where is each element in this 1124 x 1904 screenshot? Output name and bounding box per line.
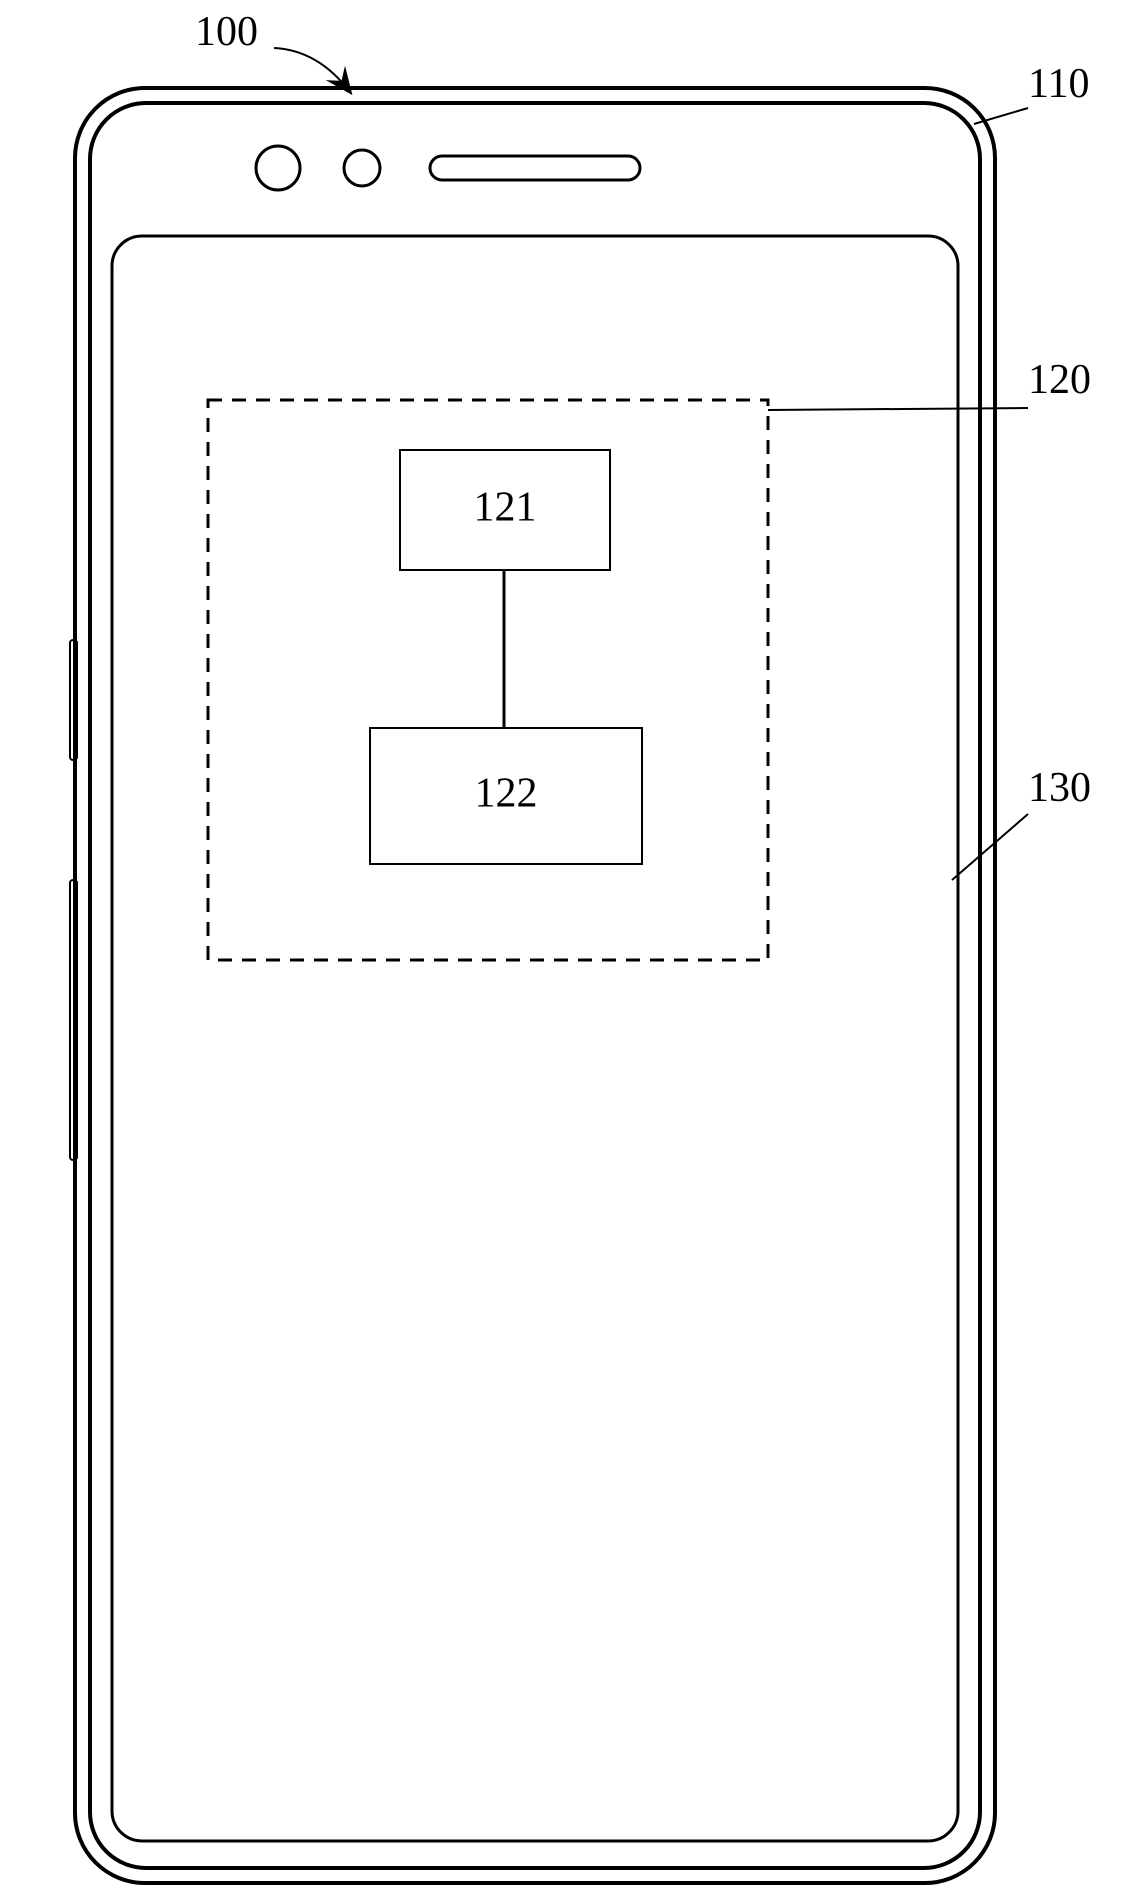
diagram-canvas: 100 110 120 130 121 122 <box>0 0 1124 1904</box>
callout-120: 120 <box>1028 356 1091 404</box>
callout-130: 130 <box>1028 764 1091 812</box>
box-122-label: 122 <box>475 770 538 818</box>
box-121-label: 121 <box>474 484 537 532</box>
callout-110: 110 <box>1028 60 1089 108</box>
callout-100: 100 <box>195 8 258 56</box>
diagram-svg <box>0 0 1124 1904</box>
